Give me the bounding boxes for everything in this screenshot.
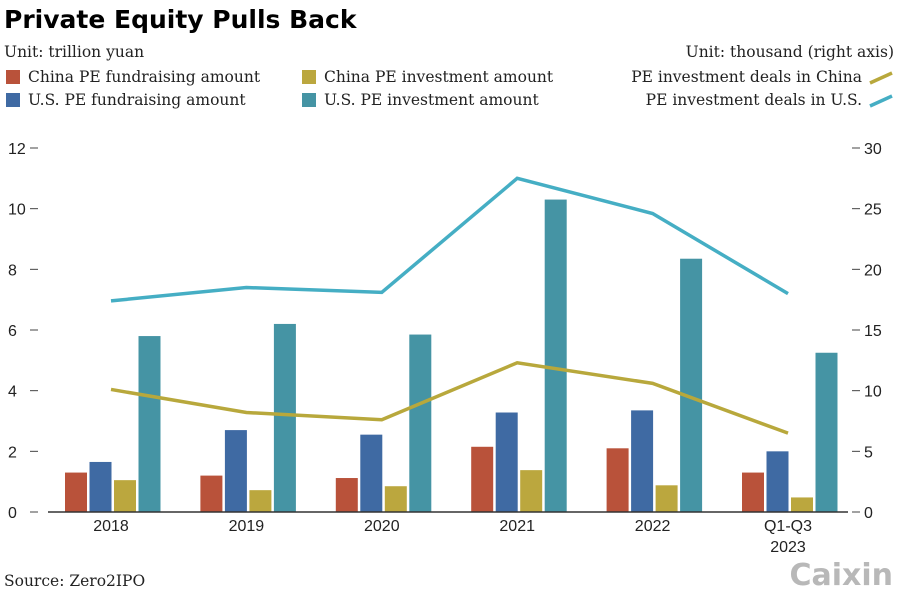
y-tick-label: 6 bbox=[8, 323, 17, 340]
legend-swatch bbox=[302, 70, 316, 84]
x-tick-label: 2019 bbox=[229, 518, 265, 535]
x-tick-label: Q1-Q3 bbox=[764, 518, 812, 535]
bar bbox=[520, 470, 543, 512]
bar bbox=[655, 485, 678, 512]
x-tick-label: 2021 bbox=[499, 518, 535, 535]
bar bbox=[742, 472, 764, 512]
legend-label: PE investment deals in China bbox=[631, 68, 862, 86]
legend-label: U.S. PE fundraising amount bbox=[28, 91, 246, 109]
bar bbox=[114, 480, 136, 512]
bar bbox=[200, 475, 223, 512]
bar bbox=[65, 472, 87, 512]
y-tick-label: 0 bbox=[8, 505, 17, 522]
bar bbox=[249, 490, 272, 512]
bar bbox=[631, 410, 654, 512]
bar bbox=[384, 486, 407, 512]
bar bbox=[273, 323, 296, 512]
y-tick-label: 10 bbox=[8, 202, 26, 219]
series-line bbox=[110, 176, 789, 303]
bar bbox=[471, 446, 494, 512]
bar bbox=[544, 199, 567, 513]
bar bbox=[815, 352, 838, 512]
bar bbox=[409, 334, 432, 512]
legend-line bbox=[869, 94, 893, 108]
bar bbox=[335, 478, 358, 512]
y2-tick-label: 10 bbox=[864, 384, 882, 401]
y2-tick-label: 5 bbox=[864, 444, 873, 461]
y-tick-label: 4 bbox=[8, 384, 17, 401]
y2-tick-label: 15 bbox=[864, 323, 882, 340]
x-tick-label: 2018 bbox=[93, 518, 129, 535]
y2-tick-label: 20 bbox=[864, 262, 882, 279]
y2-tick-label: 30 bbox=[864, 141, 882, 158]
bar bbox=[606, 448, 629, 512]
x-tick-label: 2022 bbox=[635, 518, 671, 535]
right-axis-unit: Unit: thousand (right axis) bbox=[686, 43, 894, 61]
bar bbox=[680, 258, 703, 512]
legend-label: China PE investment amount bbox=[324, 68, 554, 86]
bar bbox=[791, 497, 813, 512]
legend-swatch bbox=[302, 93, 316, 107]
legend-line bbox=[869, 71, 893, 85]
chart-title: Private Equity Pulls Back bbox=[4, 5, 358, 34]
bar bbox=[495, 412, 518, 512]
bar bbox=[89, 461, 112, 512]
bar bbox=[138, 336, 161, 512]
caixin-logo: Caixin bbox=[789, 558, 893, 593]
y-tick-label: 2 bbox=[8, 444, 17, 461]
x-tick-label: 2023 bbox=[770, 539, 806, 556]
y-tick-label: 12 bbox=[8, 141, 26, 158]
series-line bbox=[110, 360, 789, 435]
bar bbox=[766, 451, 789, 512]
bar bbox=[224, 430, 247, 512]
legend-label: PE investment deals in U.S. bbox=[646, 91, 862, 109]
y2-tick-label: 25 bbox=[864, 202, 882, 219]
left-axis-unit: Unit: trillion yuan bbox=[4, 43, 144, 61]
legend-swatch bbox=[6, 93, 20, 107]
legend-label: U.S. PE investment amount bbox=[324, 91, 539, 109]
bar bbox=[360, 434, 383, 512]
y-tick-label: 8 bbox=[8, 262, 17, 279]
legend-swatch bbox=[6, 70, 20, 84]
source-note: Source: Zero2IPO bbox=[4, 572, 145, 590]
y2-tick-label: 0 bbox=[864, 505, 873, 522]
legend-label: China PE fundraising amount bbox=[28, 68, 261, 86]
x-tick-label: 2020 bbox=[364, 518, 400, 535]
